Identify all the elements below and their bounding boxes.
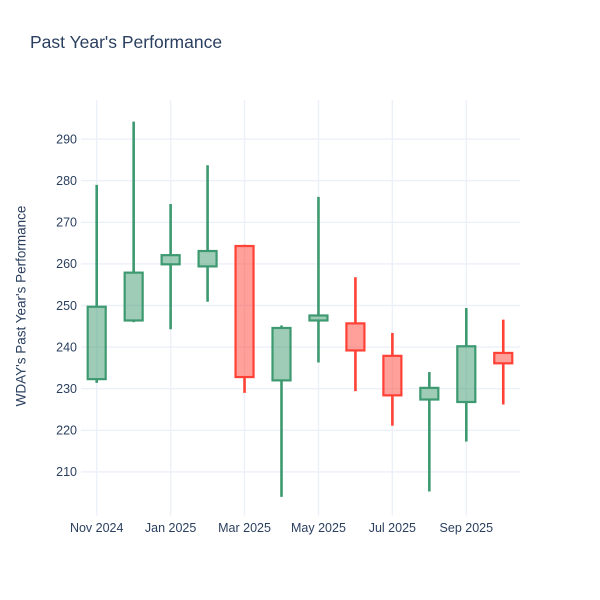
y-tick-label: 240 [56,340,77,354]
x-tick-label: May 2025 [291,521,346,535]
y-tick-label: 230 [56,382,77,396]
candle-apr-2025[interactable] [271,325,292,497]
candle-body [86,305,107,381]
y-tick-label: 260 [56,257,77,271]
candle-body [308,314,329,322]
candle-may-2025[interactable] [308,196,329,363]
candle-aug-2025[interactable] [419,372,440,492]
candle-body [160,254,181,266]
y-tick-label: 250 [56,299,77,313]
candle-feb-2025[interactable] [197,165,218,302]
chart-title: Past Year's Performance [30,32,223,52]
y-tick-label: 210 [56,465,77,479]
candle-oct-2025[interactable] [493,319,514,405]
candle-body [123,271,144,322]
x-tick-label: Jan 2025 [145,521,196,535]
candle-body [493,351,514,365]
candle-body [197,249,218,268]
candle-body [456,345,477,404]
candle-body [345,322,366,352]
candle-dec-2024[interactable] [123,121,144,323]
candle-body [271,326,292,382]
y-tick-label: 290 [56,132,77,146]
x-tick-label: Sep 2025 [440,521,494,535]
x-tick-label: Jul 2025 [369,521,416,535]
candle-body [419,386,440,401]
y-tick-label: 220 [56,424,77,438]
y-tick-label: 280 [56,174,77,188]
x-tick-label: Mar 2025 [218,521,271,535]
candle-jul-2025[interactable] [382,332,403,426]
candle-mar-2025[interactable] [234,244,255,393]
candle-nov-2024[interactable] [86,184,107,383]
x-tick-label: Nov 2024 [70,521,124,535]
y-tick-label: 270 [56,216,77,230]
candle-jan-2025[interactable] [160,203,181,330]
candle-body [382,354,403,397]
candle-body [234,244,255,379]
candle-jun-2025[interactable] [345,277,366,392]
candle-sep-2025[interactable] [456,307,477,442]
